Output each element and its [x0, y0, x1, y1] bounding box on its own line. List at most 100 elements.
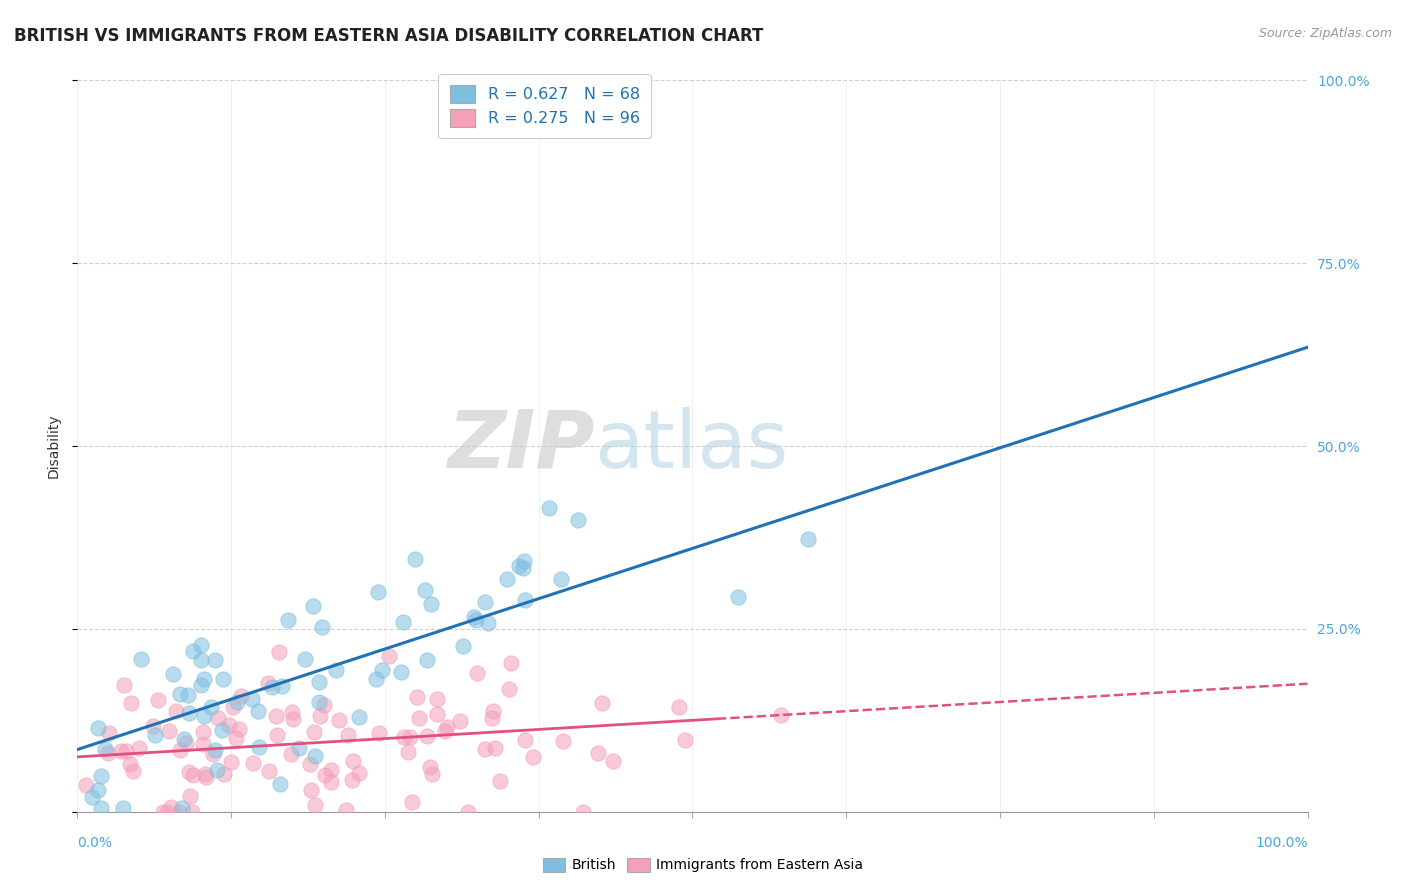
Point	[796, 533, 818, 547]
Point	[498, 682, 520, 697]
Point	[302, 599, 325, 614]
Point	[152, 805, 174, 819]
Point	[281, 712, 304, 726]
Point	[311, 619, 333, 633]
Point	[112, 678, 135, 692]
Point	[190, 653, 212, 667]
Point	[280, 747, 302, 762]
Point	[179, 764, 201, 779]
Point	[308, 695, 330, 709]
Point	[392, 615, 415, 629]
Point	[396, 745, 419, 759]
Point	[484, 740, 506, 755]
Point	[183, 767, 205, 781]
Point	[225, 731, 247, 745]
Point	[401, 795, 423, 809]
Point	[463, 610, 485, 624]
Point	[256, 675, 278, 690]
Point	[416, 729, 439, 743]
Point	[309, 709, 332, 723]
Point	[170, 801, 193, 815]
Point	[367, 585, 389, 599]
Point	[408, 711, 430, 725]
Point	[167, 805, 190, 819]
Point	[304, 797, 326, 812]
Point	[193, 724, 215, 739]
Point	[271, 679, 294, 693]
Point	[347, 766, 370, 780]
Point	[515, 732, 537, 747]
Point	[489, 774, 512, 789]
Point	[419, 597, 441, 611]
Point	[449, 714, 471, 728]
Point	[299, 782, 322, 797]
Point	[211, 672, 233, 686]
Point	[413, 582, 436, 597]
Point	[193, 709, 215, 723]
Point	[173, 731, 195, 746]
Point	[727, 591, 749, 605]
Point	[266, 728, 288, 742]
Point	[247, 704, 270, 718]
Text: BRITISH VS IMMIGRANTS FROM EASTERN ASIA DISABILITY CORRELATION CHART: BRITISH VS IMMIGRANTS FROM EASTERN ASIA …	[14, 27, 763, 45]
Point	[174, 736, 197, 750]
Point	[319, 775, 342, 789]
Point	[90, 769, 112, 783]
Point	[325, 663, 347, 677]
Point	[143, 728, 166, 742]
Point	[673, 732, 696, 747]
Point	[94, 742, 117, 756]
Point	[499, 656, 522, 670]
Point	[512, 560, 534, 574]
Point	[190, 638, 212, 652]
Point	[308, 674, 330, 689]
Point	[436, 720, 458, 734]
Point	[90, 801, 112, 815]
Point	[159, 800, 181, 814]
Text: 0.0%: 0.0%	[77, 836, 112, 850]
Point	[200, 699, 222, 714]
Point	[281, 705, 304, 719]
Point	[342, 755, 364, 769]
Point	[157, 724, 180, 739]
Point	[302, 725, 325, 739]
Point	[165, 704, 187, 718]
Point	[571, 805, 593, 819]
Point	[80, 790, 103, 805]
Point	[97, 746, 120, 760]
Point	[394, 730, 416, 744]
Point	[288, 741, 311, 756]
Point	[205, 764, 228, 778]
Point	[553, 734, 575, 748]
Point	[496, 572, 519, 586]
Point	[194, 767, 217, 781]
Point	[434, 723, 457, 738]
Y-axis label: Disability: Disability	[46, 414, 60, 478]
Point	[242, 756, 264, 770]
Point	[156, 805, 179, 819]
Point	[522, 750, 544, 764]
Point	[378, 649, 401, 664]
Text: atlas: atlas	[595, 407, 789, 485]
Point	[426, 706, 449, 721]
Point	[513, 593, 536, 607]
Point	[204, 653, 226, 667]
Point	[180, 805, 202, 819]
Point	[169, 742, 191, 756]
Point	[120, 696, 142, 710]
Point	[207, 711, 229, 725]
Point	[98, 725, 121, 739]
Point	[247, 740, 270, 755]
Point	[512, 554, 534, 568]
Point	[225, 695, 247, 709]
Point	[481, 704, 503, 718]
Point	[222, 700, 245, 714]
Text: Source: ZipAtlas.com: Source: ZipAtlas.com	[1258, 27, 1392, 40]
Point	[146, 693, 169, 707]
Point	[194, 770, 217, 784]
Point	[537, 500, 560, 515]
Point	[477, 616, 499, 631]
Point	[550, 572, 572, 586]
Point	[269, 645, 291, 659]
Point	[112, 801, 135, 815]
